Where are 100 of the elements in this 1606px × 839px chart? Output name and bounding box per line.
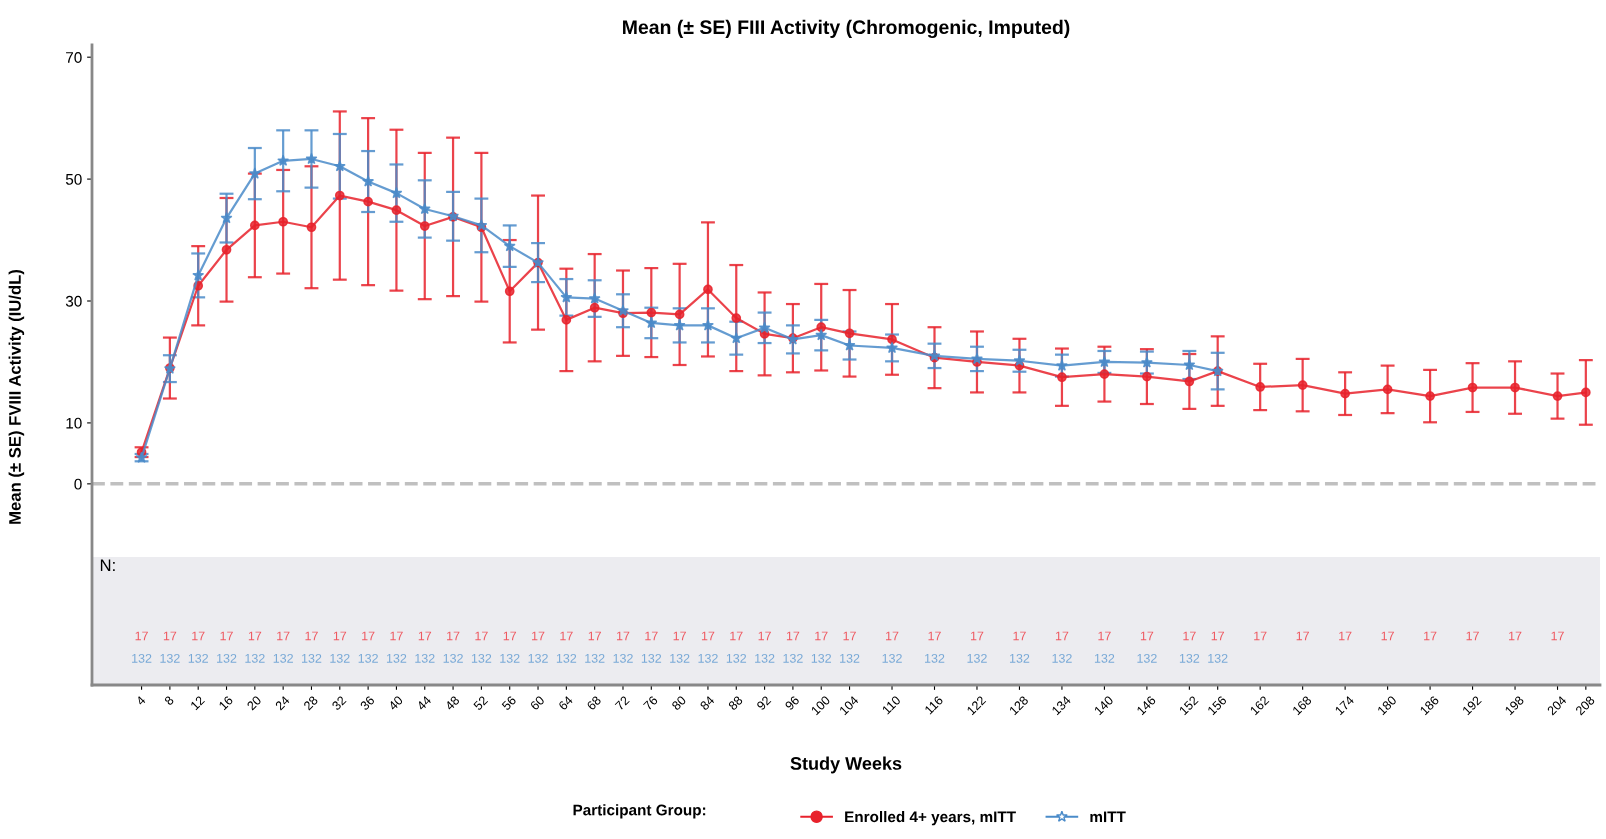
chart-title: Mean (± SE) FIII Activity (Chromogenic, Imputed) [623, 19, 1070, 39]
x-tick-label: 68 [586, 695, 602, 711]
x-tick-label: 168 [1292, 695, 1313, 716]
x-tick-label: 146 [1136, 695, 1157, 716]
x-tick-label: 84 [699, 695, 715, 711]
annotation: 17 [560, 631, 573, 641]
annotation: 17 [786, 631, 800, 641]
x-tick-label: 122 [966, 695, 987, 716]
annotation: 17 [815, 631, 828, 641]
annotation: 17 [758, 631, 771, 641]
x-tick-label: 60 [529, 695, 545, 711]
y-tick-label: 0 [74, 478, 82, 490]
annotation: 17 [701, 631, 715, 641]
x-tick-label: 24 [274, 695, 291, 711]
annotation: 132 [882, 653, 902, 663]
x-tick-label: 40 [387, 695, 404, 711]
annotation: 17 [1296, 631, 1309, 641]
annotation: 132 [188, 653, 208, 663]
y-tick-label: 50 [65, 173, 82, 185]
annotation: 132 [670, 653, 690, 663]
annotation: 17 [1055, 631, 1069, 641]
x-tick-label: 28 [303, 695, 319, 711]
x-tick-label: 64 [557, 695, 574, 711]
annotation: 132 [273, 653, 293, 663]
annotation: 17 [362, 631, 375, 641]
annotation: 132 [528, 653, 548, 663]
y-tick-label: 10 [66, 417, 82, 429]
legend-title: Participant Group: [573, 804, 706, 819]
annotation: 17 [333, 631, 347, 641]
annotation: 17 [1140, 631, 1154, 641]
x-tick-label: 16 [218, 695, 234, 711]
annotation: 17 [1211, 631, 1225, 641]
annotation: 132 [698, 653, 718, 663]
y-axis-title: Mean (± SE) FVIII Activity (IU/dL) [8, 269, 25, 524]
annotation: 132 [330, 653, 350, 663]
annotation: 17 [616, 631, 630, 641]
x-tick-label: 162 [1249, 695, 1270, 716]
annotation: 17 [163, 631, 177, 641]
x-tick-label: 180 [1377, 695, 1398, 716]
annotation: 17 [135, 631, 148, 641]
x-tick-label: 36 [359, 695, 376, 711]
x-tick-label: 186 [1419, 695, 1440, 716]
x-tick-label: 100 [810, 695, 831, 716]
annotation: 17 [248, 631, 262, 641]
annotation: 17 [1098, 631, 1111, 641]
annotation: 132 [1179, 653, 1200, 663]
annotation: 132 [641, 653, 662, 663]
annotation: 17 [447, 631, 460, 641]
annotation: 132 [132, 653, 152, 663]
x-tick-label: 8 [163, 695, 175, 706]
x-tick-label: 12 [190, 695, 205, 711]
annotation: 17 [305, 631, 318, 641]
annotation: 17 [475, 631, 488, 641]
x-tick-label: 20 [246, 695, 262, 711]
annotation: 132 [613, 653, 633, 663]
x-tick-label: 104 [838, 695, 860, 716]
annotation: 17 [1381, 631, 1394, 641]
x-tick-label: 88 [727, 695, 744, 711]
x-tick-label: 116 [924, 695, 944, 715]
annotation: 132 [726, 653, 747, 663]
annotation: 132 [358, 653, 378, 663]
x-tick-label: 76 [642, 695, 659, 711]
annotation: 17 [1254, 631, 1267, 641]
annotation: 132 [500, 653, 520, 663]
annotation: 17 [390, 631, 403, 641]
annotation: 17 [1183, 631, 1196, 641]
x-tick-label: 174 [1334, 695, 1355, 716]
x-tick-label: 56 [501, 695, 517, 711]
annotation: 17 [928, 631, 941, 641]
legend-label: mITT [1090, 811, 1126, 823]
y-tick-label: 30 [65, 295, 82, 307]
annotation: 132 [1052, 653, 1072, 663]
x-tick-label: 134 [1051, 695, 1072, 716]
annotation: 17 [1551, 631, 1564, 641]
annotation: 132 [1009, 653, 1030, 663]
annotation: 17 [418, 631, 432, 641]
annotation: 132 [1137, 653, 1157, 663]
x-tick-label: 92 [756, 695, 772, 711]
annotation: 132 [783, 653, 803, 663]
annotation: 17 [645, 631, 658, 641]
x-tick-label: 48 [444, 695, 460, 711]
annotation: 132 [245, 653, 265, 663]
x-tick-label: 156 [1207, 695, 1228, 716]
y-tick-label: 70 [66, 52, 82, 63]
annotation: 17 [886, 631, 899, 641]
annotation: 17 [730, 631, 743, 641]
annotation: 132 [556, 653, 577, 663]
annotation: 17 [843, 631, 856, 641]
x-tick-label: 140 [1093, 695, 1114, 716]
x-tick-label: 204 [1546, 695, 1568, 716]
annotation: 132 [585, 653, 605, 663]
annotation: 17 [970, 631, 984, 641]
x-tick-label: 152 [1178, 695, 1199, 716]
annotation: 132 [471, 653, 492, 663]
annotation: 132 [840, 653, 860, 663]
annotation: 132 [925, 653, 945, 663]
x-tick-label: 4 [135, 695, 147, 706]
annotation: 17 [1424, 631, 1437, 641]
x-tick-label: 198 [1504, 695, 1525, 716]
x-tick-label: 44 [416, 695, 432, 711]
